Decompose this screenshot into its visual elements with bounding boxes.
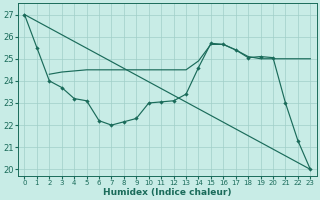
X-axis label: Humidex (Indice chaleur): Humidex (Indice chaleur) xyxy=(103,188,232,197)
